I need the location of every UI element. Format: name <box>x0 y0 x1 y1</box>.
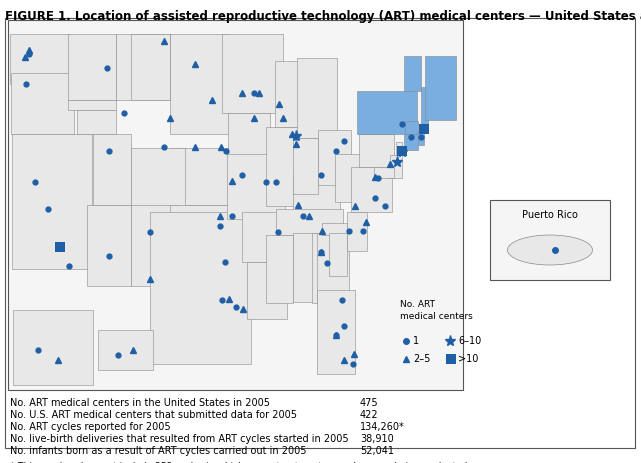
Bar <box>292 175 340 212</box>
Bar <box>297 58 337 138</box>
Bar <box>387 167 394 178</box>
Bar <box>335 154 373 202</box>
Bar <box>247 262 287 319</box>
Bar <box>131 34 170 100</box>
Text: 2–5: 2–5 <box>413 354 430 364</box>
Text: 38,910: 38,910 <box>360 434 394 444</box>
Bar <box>276 209 343 235</box>
Bar <box>116 34 170 100</box>
Bar <box>420 87 428 124</box>
Text: 134,260*: 134,260* <box>360 422 404 432</box>
Bar <box>13 310 93 385</box>
Bar <box>11 73 74 134</box>
Bar <box>317 290 355 375</box>
Bar <box>131 205 178 286</box>
Bar <box>8 20 463 390</box>
Text: 475: 475 <box>360 398 379 408</box>
Text: FIGURE 1. Location of assisted reproductive technology (ART) medical centers — U: FIGURE 1. Location of assisted reproduct… <box>5 10 641 23</box>
Bar <box>222 34 283 113</box>
Bar <box>317 233 349 292</box>
Bar <box>10 34 71 84</box>
Bar <box>356 91 417 134</box>
Bar <box>93 134 131 205</box>
Bar <box>68 34 116 100</box>
Bar <box>396 143 402 155</box>
Ellipse shape <box>508 235 592 265</box>
Bar <box>87 205 131 286</box>
Text: No. ART medical centers in the United States in 2005: No. ART medical centers in the United St… <box>10 398 270 408</box>
Bar <box>275 61 303 127</box>
Bar <box>242 212 281 262</box>
Text: No. infants born as a result of ART cycles carried out in 2005: No. infants born as a result of ART cycl… <box>10 446 306 456</box>
Bar <box>265 235 292 303</box>
Bar <box>170 34 229 134</box>
Text: 1: 1 <box>413 336 419 346</box>
Bar <box>98 330 153 370</box>
Bar <box>351 167 392 212</box>
Bar <box>405 121 419 134</box>
Bar <box>170 148 242 205</box>
Text: >10: >10 <box>458 354 478 364</box>
Text: * This number does not include 358 cycles in which a new treatment procedure was: * This number does not include 358 cycle… <box>10 462 469 463</box>
Bar <box>359 134 394 167</box>
Bar <box>228 113 271 156</box>
Bar <box>227 154 285 219</box>
Text: No. live-birth deliveries that resulted from ART cycles started in 2005: No. live-birth deliveries that resulted … <box>10 434 349 444</box>
Bar <box>8 20 463 390</box>
Bar <box>322 224 347 235</box>
Bar <box>150 212 251 364</box>
Text: No. ART
medical centers: No. ART medical centers <box>400 300 473 321</box>
Bar <box>12 134 92 269</box>
Bar <box>419 124 429 134</box>
Bar <box>404 134 419 150</box>
Bar <box>404 56 421 91</box>
Bar <box>425 56 456 119</box>
Text: No. U.S. ART medical centers that submitted data for 2005: No. U.S. ART medical centers that submit… <box>10 410 297 420</box>
Bar <box>78 110 116 134</box>
Bar <box>397 146 407 156</box>
Bar <box>329 233 347 276</box>
Bar <box>374 167 394 178</box>
Bar <box>347 212 367 250</box>
Text: 52,041: 52,041 <box>360 446 394 456</box>
Text: 6–10: 6–10 <box>458 336 481 346</box>
Text: 422: 422 <box>360 410 379 420</box>
Bar <box>417 132 424 145</box>
Bar <box>55 242 65 252</box>
Bar <box>446 354 456 364</box>
Bar <box>294 138 318 194</box>
Bar <box>68 100 116 110</box>
Bar <box>390 155 402 178</box>
Text: Puerto Rico: Puerto Rico <box>522 210 578 220</box>
Bar <box>131 148 185 206</box>
Bar <box>170 205 244 253</box>
Bar <box>267 127 298 206</box>
Bar <box>490 200 610 280</box>
Text: No. ART cycles reported for 2005: No. ART cycles reported for 2005 <box>10 422 171 432</box>
Bar <box>312 233 317 303</box>
Bar <box>318 130 351 185</box>
Bar <box>294 233 317 302</box>
